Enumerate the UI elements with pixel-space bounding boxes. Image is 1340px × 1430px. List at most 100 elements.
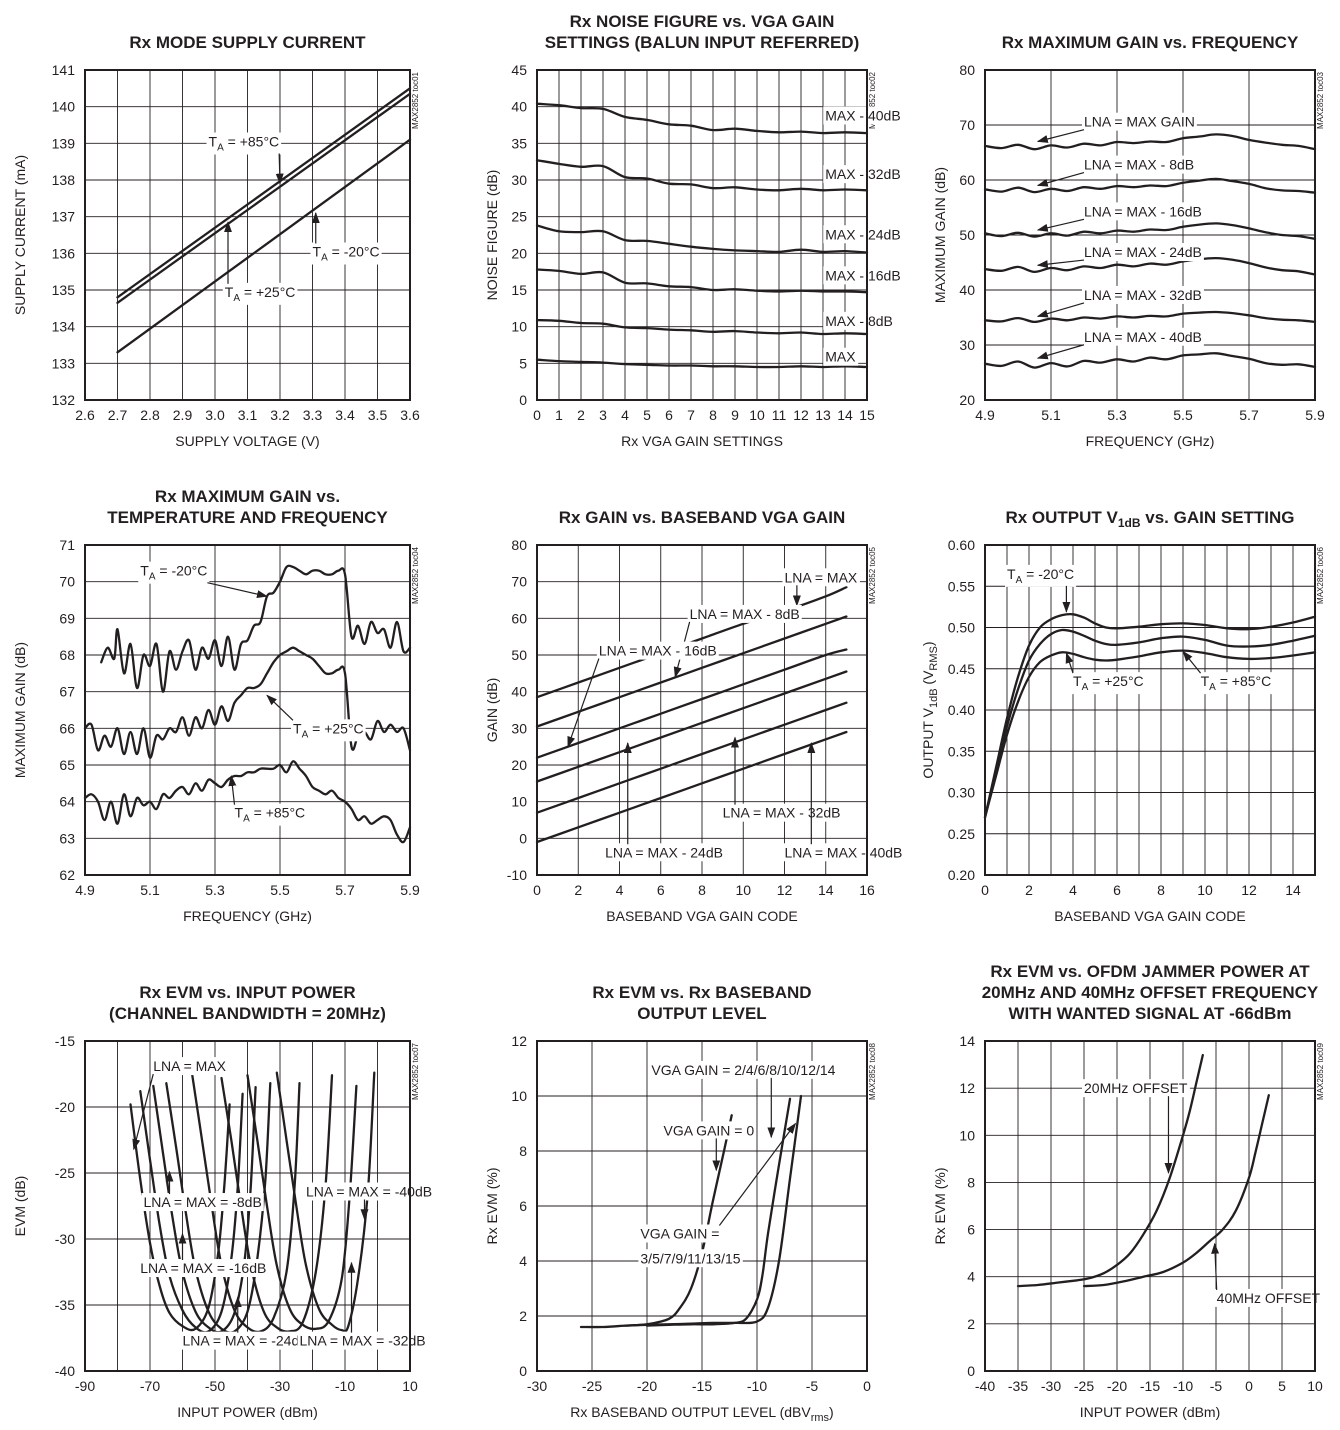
x-tick-label: 2 [1025,882,1033,898]
y-tick-label: 50 [959,227,975,243]
plot-frame [536,544,868,876]
y-tick-label: 6 [967,1222,975,1238]
x-axis-label: Rx BASEBAND OUTPUT LEVEL (dBVrms) [570,1404,833,1424]
series-line-3 [983,649,1317,819]
x-axis-label: INPUT POWER (dBm) [177,1404,318,1420]
series-line-1 [579,1114,733,1329]
annotation-backing [1198,672,1274,695]
annotation-label: LNA = MAX - 40dB [785,844,903,860]
annotation-backing [141,1193,264,1212]
annotation-label: MAX [825,349,856,365]
annotation-label: LNA = MAX - 32dB [1084,287,1202,303]
chart-title: 20MHz AND 40MHz OFFSET FREQUENCY [982,983,1319,1002]
y-tick-label: 0 [519,1363,527,1379]
y-tick-label: 0.60 [948,537,975,553]
x-tick-label: 4 [1069,882,1077,898]
y-tick-label: 71 [59,537,75,553]
series-line-2 [116,92,412,304]
chart-title: Rx NOISE FIGURE vs. VGA GAIN [570,12,835,31]
series-line-1 [1016,1053,1204,1288]
y-tick-label: 65 [59,757,75,773]
chart-toc05: Rx GAIN vs. BASEBAND VGA GAIN 0 2 4 6 8 10 12 14… [484,508,905,924]
series-line-2 [535,615,848,728]
annotation-arrow [1036,218,1085,232]
series-line-4 [535,670,848,783]
x-tick-label: -25 [1074,1378,1094,1394]
y-tick-label: 66 [59,720,75,736]
x-tick-label: 10 [735,882,751,898]
y-tick-label: 0 [967,1363,975,1379]
annotation-label: LNA = MAX - 32dB [723,805,841,821]
annotation-arrow [1036,259,1085,269]
x-tick-label: 2 [574,882,582,898]
x-tick-label: 2.8 [140,407,160,423]
x-tick-label: 11 [772,407,787,423]
x-tick-label: -5 [806,1378,819,1394]
annotation-arrow [1065,652,1074,674]
x-tick-label: -25 [582,1378,602,1394]
y-tick-label: -15 [55,1033,75,1049]
x-tick-label: 0 [533,882,541,898]
annotation-arrow [567,658,600,748]
y-axis-label: GAIN (dB) [484,678,500,743]
annotation-backing [1214,1288,1323,1307]
series-line-3 [116,138,412,354]
annotation-backing [138,561,210,584]
series-line-1 [100,564,412,693]
annotation-backing [823,266,903,285]
x-tick-label: -90 [75,1378,95,1394]
figure-tag: MAX2852 toc07 [411,1042,420,1099]
y-tick-label: 30 [511,720,527,736]
series-line-4 [165,1082,272,1334]
y-tick-label: 0.20 [948,867,975,883]
x-tick-label: -30 [270,1378,290,1394]
y-tick-label: -30 [55,1231,75,1247]
y-tick-label: 25 [511,209,527,225]
x-tick-label: -15 [1140,1378,1160,1394]
x-tick-label: -10 [747,1378,767,1394]
y-tick-label: 0.50 [948,620,975,636]
annotation-backing [782,843,905,862]
x-tick-label: 3.6 [400,407,420,423]
y-tick-label: 135 [52,282,76,298]
x-axis-label: FREQUENCY (GHz) [1086,433,1215,449]
annotation-backing [232,803,308,826]
annotation-label: LNA = MAX [153,1058,226,1074]
y-tick-label: 12 [511,1033,527,1049]
x-tick-label: 2.6 [75,407,95,423]
x-tick-label: 5.1 [140,882,160,898]
y-axis-label: OUTPUT V1dB (VRMS) [920,641,940,778]
x-axis-label: SUPPLY VOLTAGE (V) [175,433,319,449]
x-tick-label: -5 [1210,1378,1223,1394]
x-tick-label: 6 [1113,882,1121,898]
annotation-backing [823,311,895,330]
series-line-1 [983,612,1317,819]
x-tick-label: -30 [1041,1378,1061,1394]
y-axis-label: EVM (dB) [12,1176,28,1237]
figure-tag: MAX2852 toc08 [868,1042,877,1099]
y-tick-label: 136 [52,245,76,261]
annotation-arrow [1036,172,1085,187]
x-tick-label: 5.5 [1173,407,1193,423]
chart-title: TEMPERATURE AND FREQUENCY [107,508,388,527]
y-tick-label: 80 [959,62,975,78]
grid [985,545,1315,875]
chart-title: (CHANNEL BANDWIDTH = 20MHz) [109,1004,386,1023]
x-tick-label: 14 [1285,882,1301,898]
x-axis-label: BASEBAND VGA GAIN CODE [1054,908,1245,924]
series-line-3 [83,760,412,844]
y-tick-label: 10 [511,794,527,810]
y-tick-label: 4 [967,1269,975,1285]
plot-frame [984,69,1316,401]
y-tick-label: -35 [55,1297,75,1313]
x-tick-label: 4.9 [75,882,95,898]
annotation-label: 3/5/7/9/11/13/15 [640,1250,740,1266]
annotation-label: LNA = MAX = -32dB [300,1333,426,1349]
y-tick-label: 20 [959,392,975,408]
annotation-label: LNA = MAX - 40dB [1084,329,1202,345]
x-tick-label: -10 [1173,1378,1193,1394]
plot-frame [84,1040,411,1372]
x-tick-label: 3.1 [238,407,258,423]
series-line-2 [983,177,1317,194]
annotation-arrow [1036,344,1085,360]
